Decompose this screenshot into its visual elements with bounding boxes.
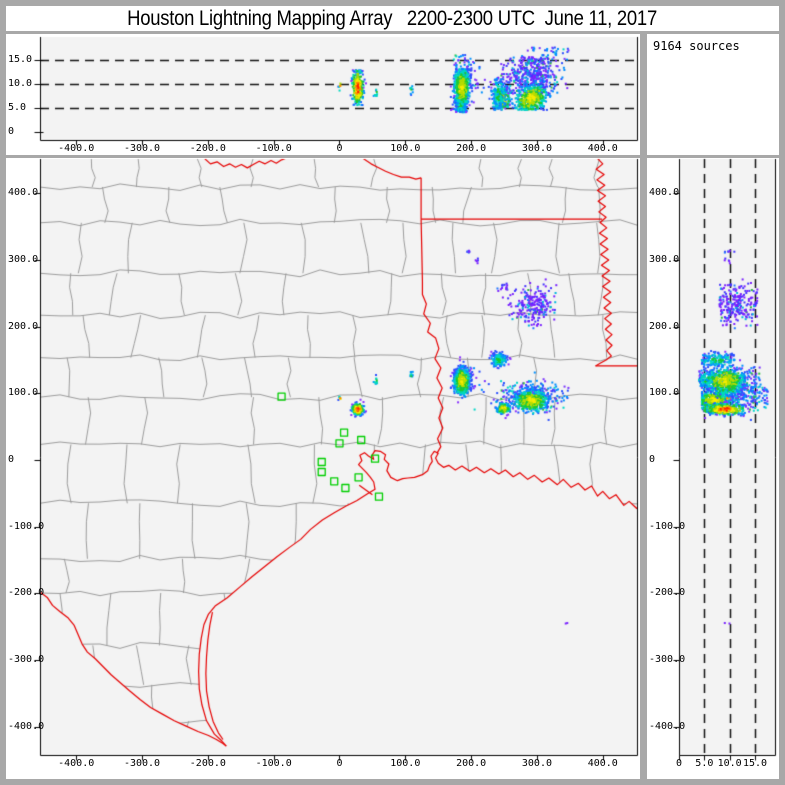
tick-label: 0 [8, 454, 15, 465]
plan-view-map-canvas [6, 158, 640, 779]
tick-label: -100.0 [255, 758, 292, 769]
tick-label: 400.0 [587, 143, 618, 154]
ns-altitude-canvas [647, 158, 779, 779]
tick-label: 100.0 [390, 143, 421, 154]
ew-altitude-panel [6, 34, 640, 155]
tick-label: -300.0 [123, 758, 161, 769]
tick-label: 10.0 [8, 77, 33, 89]
ns-altitude-panel [647, 158, 779, 779]
tick-label: -100.0 [649, 520, 686, 532]
ew-altitude-canvas [6, 34, 640, 155]
tick-label: -200.0 [189, 143, 226, 154]
tick-label: -300.0 [649, 654, 686, 666]
tick-label: 15.0 [742, 758, 768, 769]
tick-label: 300.0 [649, 253, 680, 265]
tick-label: 0 [336, 758, 343, 769]
tick-label: -300.0 [123, 143, 161, 154]
tick-label: 10.0 [717, 758, 742, 769]
tick-label: -300.0 [8, 654, 45, 666]
tick-label: -100.0 [255, 143, 292, 154]
tick-label: 400.0 [8, 187, 39, 199]
tick-label: 0 [8, 125, 15, 137]
tick-label: -200.0 [8, 587, 45, 599]
tick-label: 200.0 [456, 143, 487, 154]
tick-label: 300.0 [8, 253, 39, 265]
tick-label: 0 [649, 454, 656, 465]
tick-label: 300.0 [521, 758, 552, 769]
tick-label: 5.0 [8, 101, 27, 113]
tick-label: -400.0 [649, 720, 686, 732]
tick-label: -400.0 [8, 720, 45, 732]
tick-label: 5.0 [695, 758, 714, 769]
tick-label: -200.0 [649, 587, 686, 599]
tick-label: 200.0 [456, 758, 487, 769]
tick-label: 300.0 [521, 143, 552, 154]
plot-title: Houston Lightning Mapping Array 2200-230… [127, 6, 658, 30]
tick-label: 100.0 [390, 758, 421, 769]
tick-label: 100.0 [649, 387, 680, 399]
tick-label: 0 [675, 758, 683, 769]
tick-label: 200.0 [649, 320, 680, 332]
sources-count-label: 9164 sources [653, 39, 740, 53]
sources-count-panel: 9164 sources [647, 34, 779, 155]
tick-label: 200.0 [8, 320, 39, 332]
plan-view-map-panel [6, 158, 640, 779]
tick-label: 15.0 [8, 53, 33, 65]
tick-label: 400.0 [649, 187, 680, 199]
tick-label: -400.0 [58, 758, 95, 769]
tick-label: 100.0 [8, 387, 39, 399]
tick-label: 400.0 [587, 758, 618, 769]
title-bar: Houston Lightning Mapping Array 2200-230… [6, 6, 779, 31]
tick-label: -100.0 [8, 520, 45, 532]
tick-label: 0 [336, 143, 343, 154]
tick-label: -200.0 [189, 758, 226, 769]
tick-label: -400.0 [58, 143, 95, 154]
